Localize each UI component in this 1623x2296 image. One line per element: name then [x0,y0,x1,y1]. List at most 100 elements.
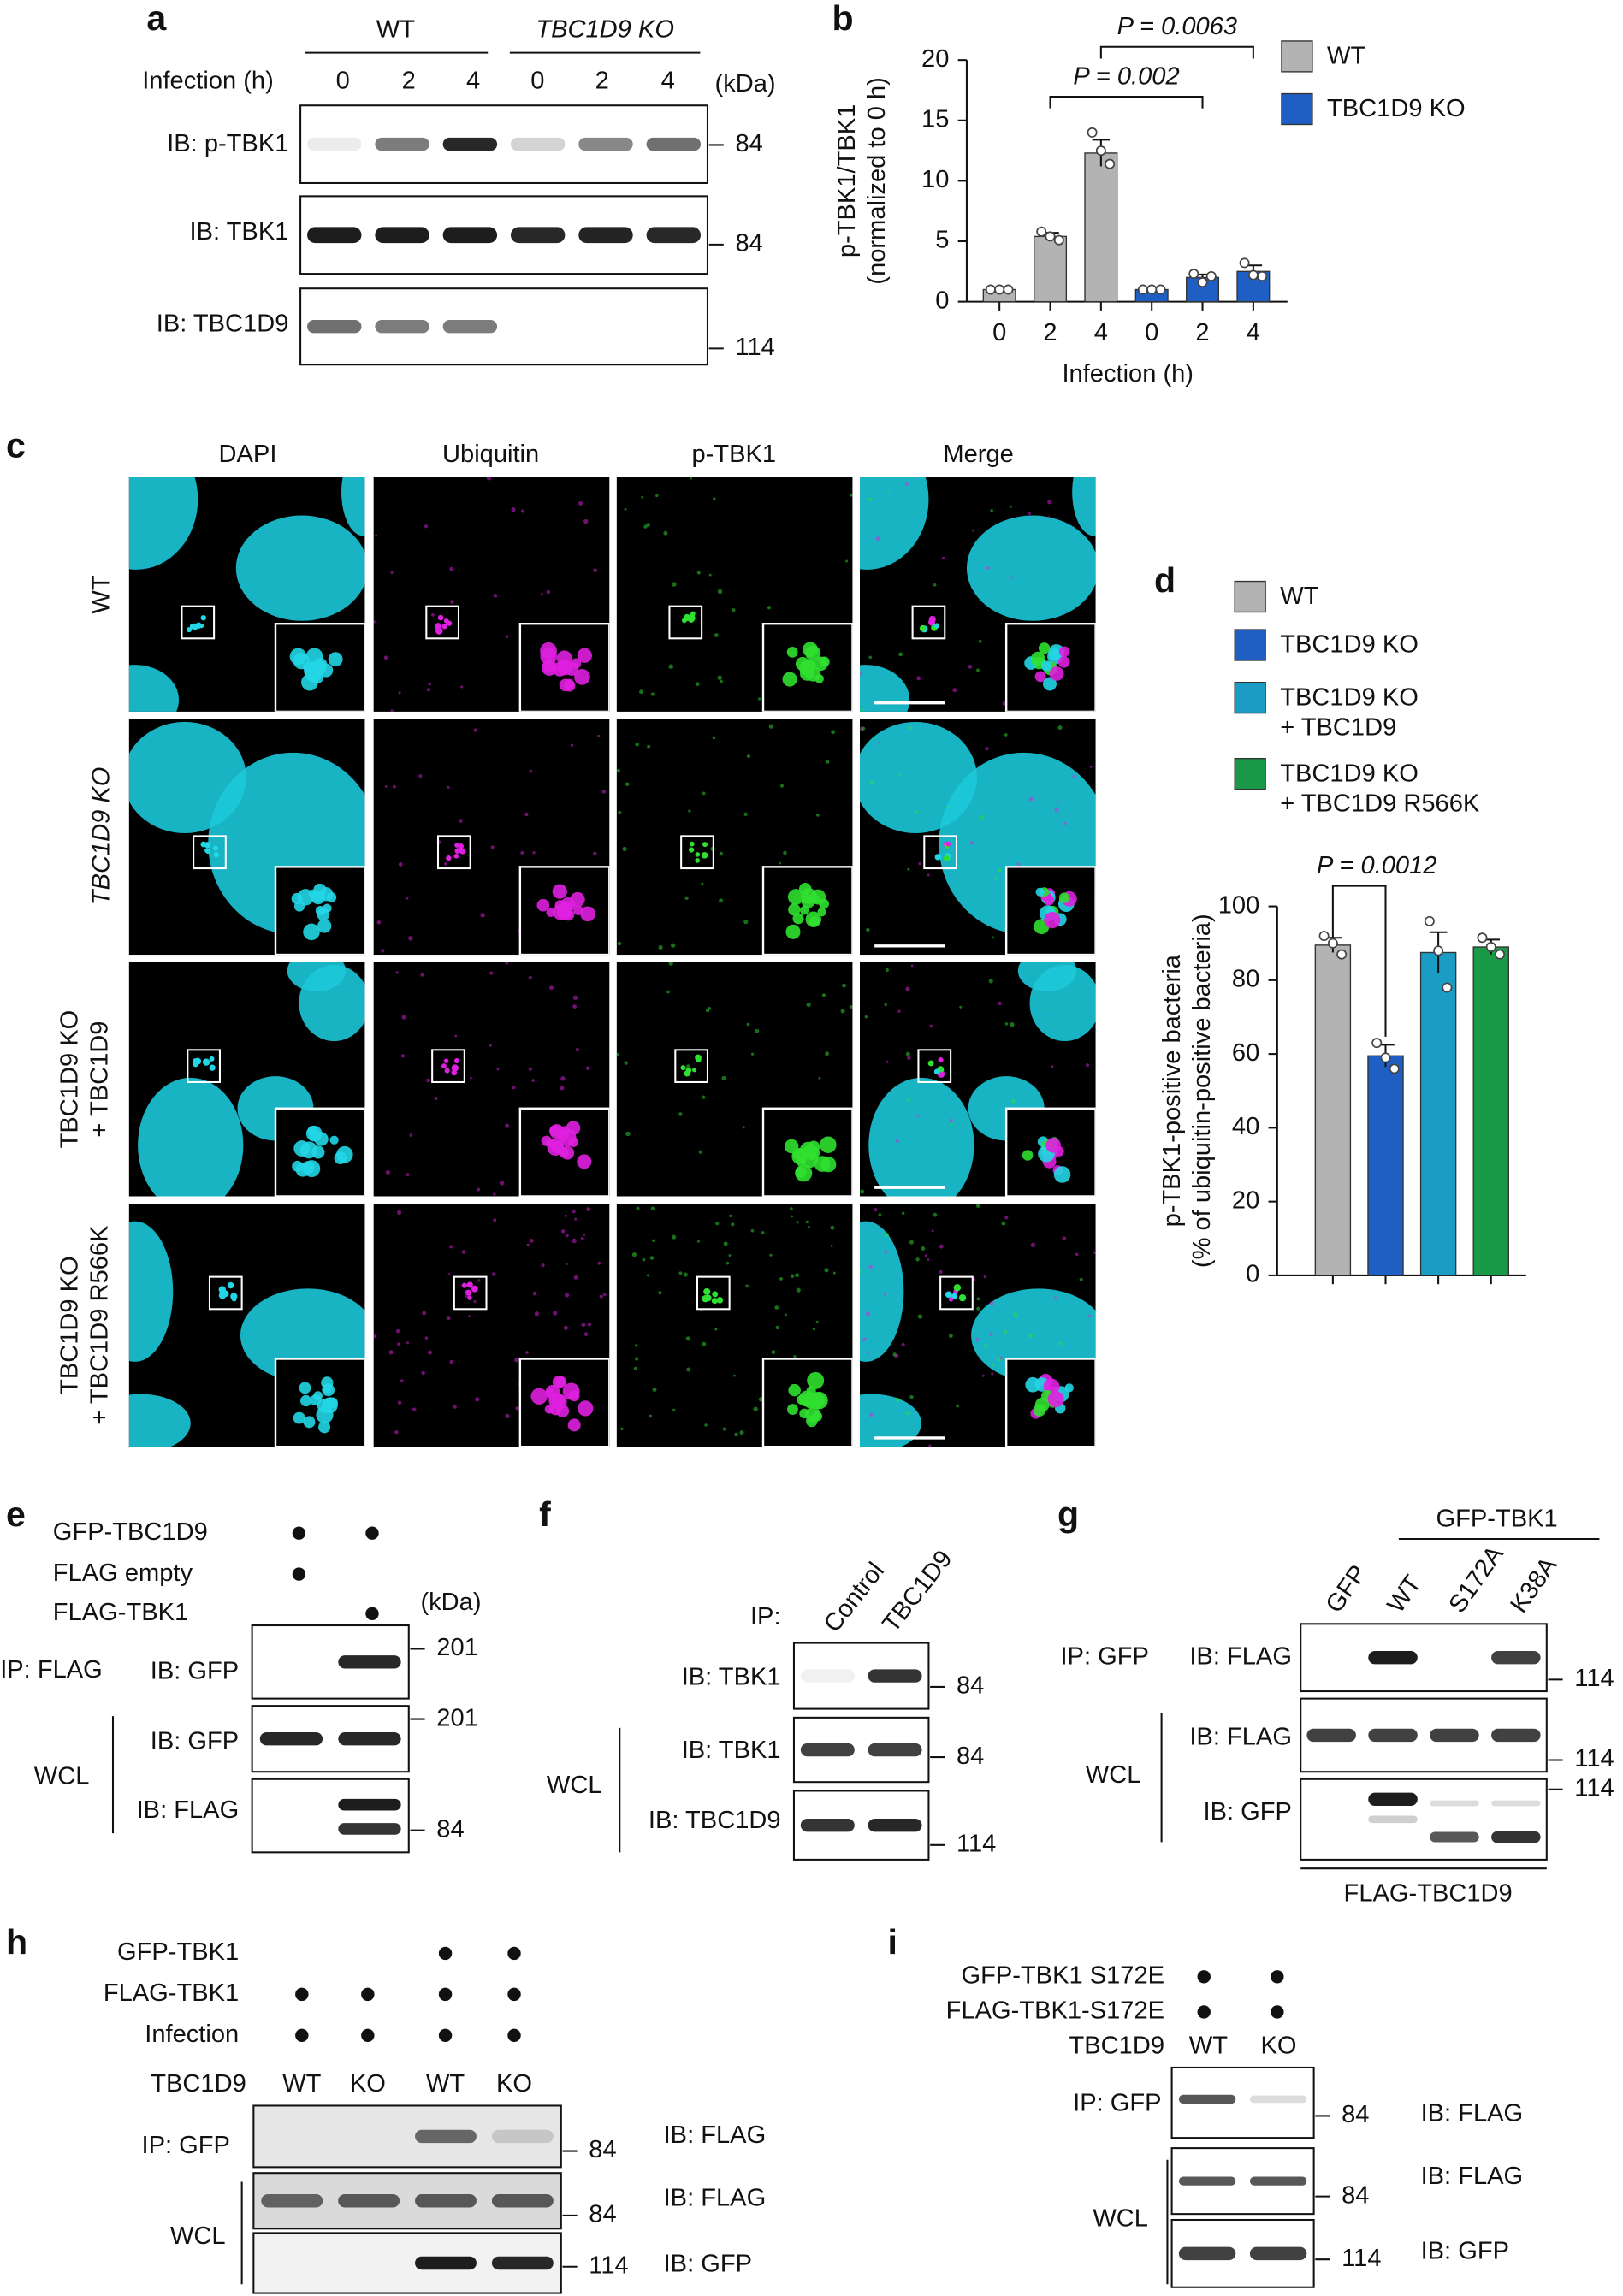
y-tick-label: 20 [921,45,949,73]
speckle [909,726,913,731]
inset-dot [1038,642,1051,654]
speckle [859,1269,862,1274]
speckle [849,1005,853,1009]
speckle [717,589,723,595]
speckle [931,1229,934,1233]
inset-dot [559,678,572,692]
replicate-point [1105,158,1116,169]
speckle [524,812,529,817]
inset-dot [577,1154,592,1169]
panel-letter: a [146,0,167,38]
speckle [933,583,937,587]
speckle [719,898,723,903]
bar [1472,946,1509,1276]
lane-label: KO [496,2070,532,2098]
speckle [1051,1065,1054,1068]
speckle [742,1126,745,1129]
cluster-dot [218,1286,227,1293]
cluster-dot [200,614,206,621]
replicate-point [1257,270,1268,281]
y-axis-label: p-TBK1/TBK1 (normalized to 0 h) [833,77,891,284]
speckle [434,1097,438,1101]
speckle [860,1189,865,1194]
speckle [572,1004,578,1009]
speckle [1093,1251,1096,1254]
speckle [546,589,551,595]
roi-box [911,605,946,640]
cluster-dot [948,1297,954,1302]
speckle [496,1068,500,1071]
unit-label: (kDa) [715,70,776,98]
x-tick-label: 0 [992,319,1006,346]
speckle [1004,733,1008,737]
speckle [617,941,622,946]
panel-letter: h [6,1922,27,1962]
speckle [1010,1021,1015,1027]
inset-dot [785,924,801,939]
band [307,320,362,334]
cluster-dot [688,847,695,853]
speckle [824,1268,829,1273]
cluster-dot [712,1291,719,1298]
legend-swatch [1234,580,1266,613]
inset-dot [1058,646,1070,657]
x-tick-label: 2 [1043,319,1057,346]
band [868,1743,922,1757]
speckle [493,594,498,598]
lane-label: KO [350,2070,386,2098]
nucleus [128,665,180,712]
legend-label: WT [1280,583,1318,610]
speckle [909,1240,914,1245]
cluster-dot [953,1284,962,1292]
micrograph-content [373,477,610,712]
inset-dot [1043,677,1057,691]
speckle [635,1344,638,1347]
speckle [769,1253,773,1257]
speckle [469,1076,472,1080]
band [1306,1728,1356,1743]
micrograph-content [385,962,610,1197]
band [1249,2095,1307,2104]
speckle [468,1315,471,1318]
condition-dot [1197,2005,1211,2019]
inset-dot [536,898,550,912]
speckle [815,1320,819,1323]
lane-label: Control [819,1558,890,1638]
replicate-point [1371,1038,1383,1049]
speckle [989,1332,993,1336]
marker-label: 114 [1574,1774,1614,1802]
inset-dot [293,1411,305,1424]
speckle [408,936,413,941]
band [442,137,498,151]
speckle [898,773,902,777]
speckle [1030,1242,1036,1248]
cluster-dot [198,623,204,629]
speckle [583,1332,589,1336]
speckle [1054,1296,1057,1299]
significance-bracket [1331,885,1387,1037]
speckle [986,565,991,571]
speckle [560,1229,566,1234]
inset-dot [803,642,818,658]
band [415,2256,477,2270]
blot-label: IB: TBC1D9 [649,1807,781,1834]
speckle [631,1252,637,1257]
condition-label: GFP-TBC1D9 [53,1518,208,1546]
speckle [449,566,454,571]
lane-label: KO [1261,2033,1297,2060]
speckle [721,1075,726,1081]
x-tick-label: 2 [1195,319,1209,346]
micrograph-content [859,721,1096,956]
speckle [909,1394,914,1399]
speckle [505,635,509,638]
speckle [398,691,401,695]
speckle [784,1313,787,1317]
inset-dot [1040,660,1052,672]
inset-dot [1049,666,1064,681]
lane-label: 2 [402,68,416,95]
speckle [390,709,394,712]
speckle [541,1263,545,1268]
speckle [812,1328,816,1331]
speckle [779,1276,783,1281]
y-tick-label: 0 [1246,1261,1259,1288]
